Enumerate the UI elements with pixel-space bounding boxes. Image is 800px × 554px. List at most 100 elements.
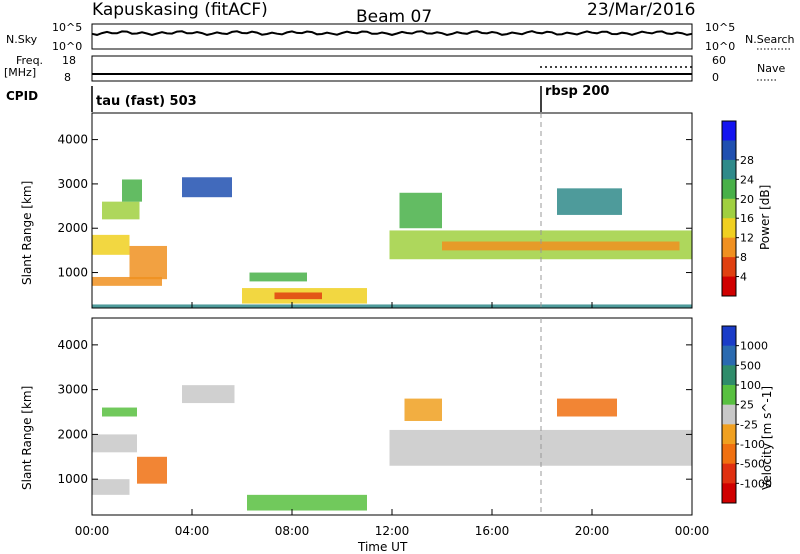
power-echo-region-1: [92, 234, 130, 255]
power-ytick-label-1: 2000: [57, 221, 88, 235]
power-colorbar-label-5: 24: [740, 173, 754, 186]
freq-tick-top: 18: [62, 54, 76, 67]
velocity-colorbar-label-2: 100: [740, 379, 761, 392]
velocity-colorbar-swatch-5: [722, 424, 736, 445]
velocity-echo-region-0: [92, 479, 130, 495]
nsky-tick-bottom: 10^0: [52, 40, 82, 53]
freq-tick-bottom: 8: [64, 71, 71, 84]
power-colorbar-label-6: 28: [740, 154, 754, 167]
power-ytick-label-0: 1000: [57, 266, 88, 280]
xtick-label-3: 12:00: [375, 524, 410, 538]
power-colorbar-swatch-4: [722, 198, 736, 219]
xtick-label-0: 00:00: [75, 524, 110, 538]
power-ytick-label-3: 4000: [57, 133, 88, 147]
power-colorbar-label: Power [dB]: [758, 185, 772, 250]
nsearch-tick-top: 10^5: [705, 21, 735, 34]
velocity-colorbar-label-5: -100: [740, 438, 765, 451]
nsearch-tick-bottom: 10^0: [705, 40, 735, 53]
power-colorbar: 4 8 12 16 20 24 28: [721, 120, 754, 297]
nave-tick-top: 60: [712, 54, 726, 67]
power-colorbar-frame: [721, 120, 737, 297]
velocity-echo-region-8: [557, 398, 617, 417]
time-axis: 00:00 04:00 08:00 12:00 16:00 20:00 00:00: [75, 302, 710, 538]
velocity-ytick-label-2: 3000: [57, 383, 88, 397]
power-heatmap: [92, 177, 692, 308]
power-echo-region-10: [442, 241, 680, 251]
power-echo-region-11: [399, 192, 442, 229]
cpid-segment-2: rbsp 200: [545, 84, 609, 99]
power-echo-region-3: [102, 201, 140, 220]
power-colorbar-swatch-1: [722, 140, 736, 161]
power-colorbar-label-3: 16: [740, 212, 754, 225]
velocity-colorbar-label-3: 25: [740, 399, 754, 412]
power-colorbar-label-1: 8: [740, 251, 747, 264]
power-colorbar-label-0: 4: [740, 271, 747, 284]
velocity-echo-region-1: [92, 434, 137, 453]
station-title: Kapuskasing (fitACF): [92, 0, 268, 20]
nsky-line: [91, 30, 693, 37]
power-colorbar-swatch-5: [722, 218, 736, 239]
velocity-echo-region-2: [137, 456, 167, 484]
velocity-echo-region-3: [102, 407, 137, 417]
beam-title: Beam 07: [356, 7, 432, 27]
power-ytick-label-2: 3000: [57, 177, 88, 191]
velocity-echo-region-7: [404, 398, 442, 421]
velocity-ytick-label-1: 2000: [57, 427, 88, 441]
power-colorbar-swatch-7: [722, 257, 736, 278]
velocity-colorbar: 1000 500 100 25 -25 -100 -500 -1000: [721, 325, 772, 504]
velocity-colorbar-swatch-7: [722, 463, 736, 484]
power-colorbar-swatch-3: [722, 179, 736, 200]
power-y-axis: 1000 2000 3000 4000: [57, 133, 692, 280]
power-ylabel: Slant Range [km]: [20, 181, 34, 285]
power-colorbar-swatch-0: [722, 121, 736, 141]
power-echo-region-0: [92, 276, 162, 286]
velocity-colorbar-swatch-3: [722, 385, 736, 406]
velocity-colorbar-swatch-8: [722, 483, 736, 504]
velocity-colorbar-swatch-4: [722, 404, 736, 425]
velocity-ylabel: Slant Range [km]: [20, 386, 34, 490]
power-echo-region-8: [249, 272, 307, 282]
nsearch-label: N.Search: [745, 33, 795, 46]
velocity-colorbar-label: Velocity [m s^-1]: [760, 386, 774, 490]
nsky-tick-top: 10^5: [52, 21, 82, 34]
velocity-heatmap: [92, 385, 692, 511]
velocity-colorbar-label-1: 500: [740, 359, 761, 372]
freq-label-line2: [MHz]: [4, 66, 36, 79]
nsky-label: N.Sky: [6, 33, 38, 46]
power-colorbar-swatch-6: [722, 237, 736, 258]
time-axis-label: Time UT: [357, 540, 408, 554]
nave-label: Nave: [757, 62, 785, 75]
power-colorbar-label-4: 20: [740, 193, 754, 206]
power-echo-region-2: [129, 245, 167, 280]
velocity-colorbar-swatch-0: [722, 326, 736, 347]
date-title: 23/Mar/2016: [587, 0, 695, 20]
power-colorbar-swatch-2: [722, 159, 736, 180]
power-echo-region-12: [557, 188, 622, 215]
power-echo-region-5: [182, 177, 232, 198]
freq-label-line1: Freq.: [16, 54, 43, 67]
velocity-colorbar-swatch-1: [722, 345, 736, 366]
nsky-panel: [91, 23, 693, 50]
velocity-colorbar-frame: [721, 325, 737, 504]
power-echo-region-7: [274, 292, 322, 300]
power-echo-region-4: [122, 179, 142, 202]
velocity-colorbar-label-7: -1000: [740, 477, 772, 490]
velocity-colorbar-swatch-6: [722, 444, 736, 465]
nave-tick-bottom: 0: [712, 71, 719, 84]
xtick-label-2: 08:00: [275, 524, 310, 538]
velocity-colorbar-label-4: -25: [740, 418, 758, 431]
power-colorbar-label-2: 12: [740, 232, 754, 245]
velocity-colorbar-label-6: -500: [740, 458, 765, 471]
velocity-colorbar-swatch-2: [722, 365, 736, 386]
velocity-echo-region-4: [182, 385, 235, 404]
power-colorbar-swatch-8: [722, 276, 736, 297]
velocity-y-axis: 1000 2000 3000 4000: [57, 338, 692, 486]
xtick-label-1: 04:00: [175, 524, 210, 538]
velocity-ytick-label-3: 4000: [57, 338, 88, 352]
xtick-label-6: 00:00: [675, 524, 710, 538]
freq-panel: [91, 55, 693, 82]
xtick-label-4: 16:00: [475, 524, 510, 538]
velocity-ytick-label-0: 1000: [57, 472, 88, 486]
velocity-echo-region-5: [247, 494, 367, 511]
